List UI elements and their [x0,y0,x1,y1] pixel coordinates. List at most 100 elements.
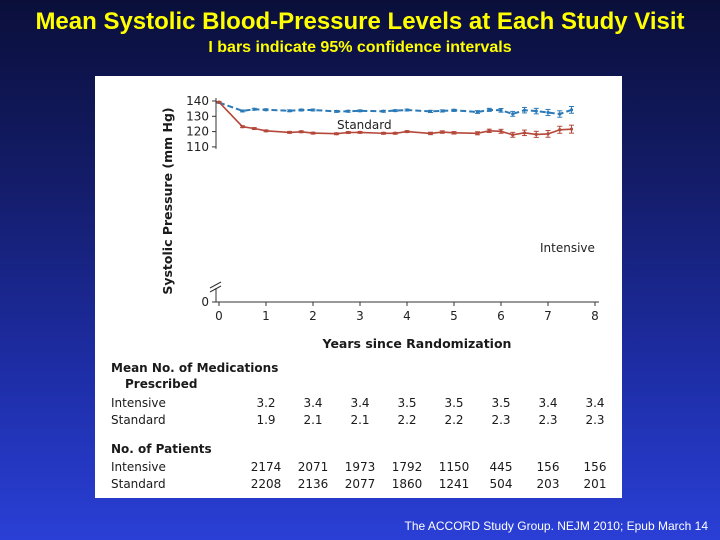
data-point [499,129,503,133]
data-point [346,109,350,113]
data-point [405,130,409,134]
data-point [569,127,574,131]
medications-cell: 3.2 [256,396,276,410]
medications-cell: 2.2 [444,413,464,427]
patients-cell: 2174 [250,460,282,474]
data-point [475,110,480,114]
x-tick-label: 3 [356,309,364,323]
data-point [264,129,268,133]
y-axis-title: Systolic Pressure (mm Hg) [160,107,175,294]
data-point [534,132,538,136]
y-tick-label: 110 [186,140,209,154]
data-point [287,109,292,113]
data-point [452,131,456,135]
patients-cell: 203 [536,477,560,491]
data-point [440,109,444,113]
patients-cell: 156 [536,460,560,474]
patients-cell: 2208 [250,477,282,491]
series-line-standard [218,101,572,116]
data-point [558,112,562,116]
patients-cell: 201 [583,477,607,491]
data-point [405,108,409,112]
patients-cell: 504 [489,477,513,491]
medications-cell: 2.1 [350,413,370,427]
patients-cell: 1150 [438,460,470,474]
medications-cell: 3.5 [444,396,464,410]
medications-table-title-cont: Prescribed [125,377,198,391]
y-tick-label: 120 [186,125,209,139]
data-point [299,108,303,112]
x-tick-label: 0 [215,309,223,323]
x-tick-label: 4 [403,309,411,323]
medications-cell: 1.9 [256,413,276,427]
axis-break-mark [209,285,222,293]
x-tick-label: 1 [262,309,270,323]
axis-break-mark [209,281,222,289]
annotation-standard: Standard [337,118,392,132]
data-point [428,131,433,136]
patients-table-title: No. of Patients [111,442,212,456]
patients-cell: 1792 [391,460,423,474]
data-point [252,107,256,111]
data-point [287,130,292,134]
data-point [393,109,397,113]
data-point [511,133,515,137]
data-point [217,100,221,104]
medications-cell: 3.4 [538,396,558,410]
medications-cell: 2.3 [585,413,605,427]
data-point [522,131,527,135]
data-point [240,109,245,113]
medications-cell: 3.4 [303,396,323,410]
patients-row-label: Standard [111,477,166,491]
data-point [334,132,339,136]
data-point [487,108,491,112]
medications-cell: 3.5 [397,396,417,410]
x-axis-title: Years since Randomization [322,336,512,351]
medications-cell: 2.3 [538,413,558,427]
data-point [452,108,456,112]
slide-subtitle: I bars indicate 95% confidence intervals [208,39,512,56]
patients-cell: 156 [583,460,607,474]
patients-cell: 2136 [297,477,329,491]
data-point [511,112,515,116]
data-point [334,109,339,114]
x-tick-label: 5 [450,309,458,323]
patients-cell: 2071 [297,460,329,474]
x-tick-label: 2 [309,309,317,323]
data-point [299,130,303,134]
citation: The ACCORD Study Group. NEJM 2010; Epub … [404,519,708,533]
data-point [534,109,538,113]
medications-cell: 2.2 [397,413,417,427]
slide-title: Mean Systolic Blood-Pressure Levels at E… [35,8,685,35]
data-point [569,108,574,112]
medications-cell: 3.4 [350,396,370,410]
patients-cell: 1973 [344,460,376,474]
data-point [499,108,503,112]
data-point [558,128,562,132]
medications-cell: 2.3 [491,413,511,427]
patients-cell: 2077 [344,477,376,491]
data-point [311,108,315,112]
series-line-intensive [218,101,572,136]
patients-cell: 1860 [391,477,423,491]
y-tick-label: 140 [186,94,209,108]
data-point [358,130,362,134]
data-point [381,109,386,113]
data-point [428,109,433,114]
x-tick-label: 8 [591,309,599,323]
figure-panel: 140 130 120 110 0 0 1 2 3 4 5 6 7 8 Years since Random… [95,76,622,498]
medications-table-title: Mean No. of Medications [111,361,279,375]
x-tick-label: 7 [544,309,552,323]
data-point [522,108,527,112]
x-tick-label: 6 [497,309,505,323]
y-tick-label: 130 [186,109,209,123]
data-point [311,131,315,135]
data-point [358,109,362,113]
data-point [487,129,491,133]
data-point [346,130,350,135]
data-point [440,130,444,134]
medications-row-label: Standard [111,413,166,427]
data-point [475,131,480,135]
patients-row-label: Intensive [111,460,166,474]
